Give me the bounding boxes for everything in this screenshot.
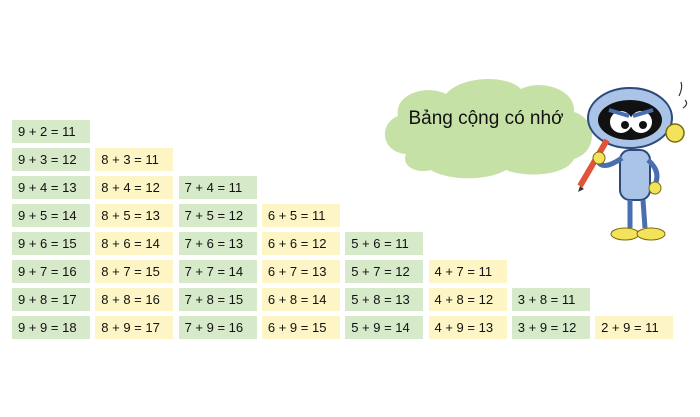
addition-fact-cell: 6 + 7 = 13 (261, 260, 340, 283)
robot-illustration (577, 81, 688, 241)
addition-fact-cell: 3 + 8 = 11 (511, 288, 590, 311)
addition-fact-cell: 8 + 4 = 12 (95, 176, 174, 199)
addition-fact-cell: 7 + 9 = 16 (178, 316, 257, 339)
addition-fact-cell: 7 + 8 = 15 (178, 288, 257, 311)
addition-fact-cell: 5 + 6 = 11 (345, 232, 424, 255)
addition-fact-cell: 8 + 8 = 16 (95, 288, 174, 311)
addition-fact-cell: 5 + 9 = 14 (345, 316, 424, 339)
addition-fact-cell: 4 + 8 = 12 (428, 288, 507, 311)
addition-fact-cell: 9 + 7 = 16 (12, 260, 90, 283)
addition-fact-cell: 9 + 3 = 12 (12, 148, 90, 171)
addition-fact-cell: 9 + 8 = 17 (12, 288, 90, 311)
addition-fact-cell: 3 + 9 = 12 (511, 316, 590, 339)
addition-fact-cell: 8 + 5 = 13 (95, 204, 174, 227)
addition-fact-cell: 9 + 6 = 15 (12, 232, 90, 255)
page-title: Bảng cộng có nhớ (408, 108, 564, 129)
addition-fact-cell: 8 + 3 = 11 (95, 148, 174, 171)
addition-fact-cell: 8 + 7 = 15 (95, 260, 174, 283)
addition-fact-cell: 4 + 9 = 13 (428, 316, 507, 339)
addition-fact-cell: 6 + 6 = 12 (261, 232, 340, 255)
addition-fact-cell: 7 + 4 = 11 (178, 176, 257, 199)
addition-fact-cell: 9 + 5 = 14 (12, 204, 90, 227)
addition-fact-cell: 4 + 7 = 11 (428, 260, 507, 283)
addition-fact-cell: 6 + 5 = 11 (261, 204, 340, 227)
addition-fact-cell: 7 + 5 = 12 (178, 204, 257, 227)
addition-fact-cell: 9 + 9 = 18 (12, 316, 90, 339)
addition-fact-cell: 5 + 7 = 12 (345, 260, 424, 283)
addition-fact-cell: 8 + 6 = 14 (95, 232, 174, 255)
addition-fact-cell: 8 + 9 = 17 (95, 316, 174, 339)
addition-fact-cell: 5 + 8 = 13 (345, 288, 424, 311)
addition-fact-cell: 6 + 8 = 14 (261, 288, 340, 311)
addition-fact-cell: 6 + 9 = 15 (261, 316, 340, 339)
addition-fact-cell: 7 + 7 = 14 (178, 260, 257, 283)
addition-fact-cell: 7 + 6 = 13 (178, 232, 257, 255)
cloud-bubble (384, 78, 592, 179)
addition-fact-cell: 9 + 2 = 11 (12, 120, 90, 143)
addition-fact-cell: 9 + 4 = 13 (12, 176, 90, 199)
addition-fact-cell: 2 + 9 = 11 (595, 316, 674, 339)
